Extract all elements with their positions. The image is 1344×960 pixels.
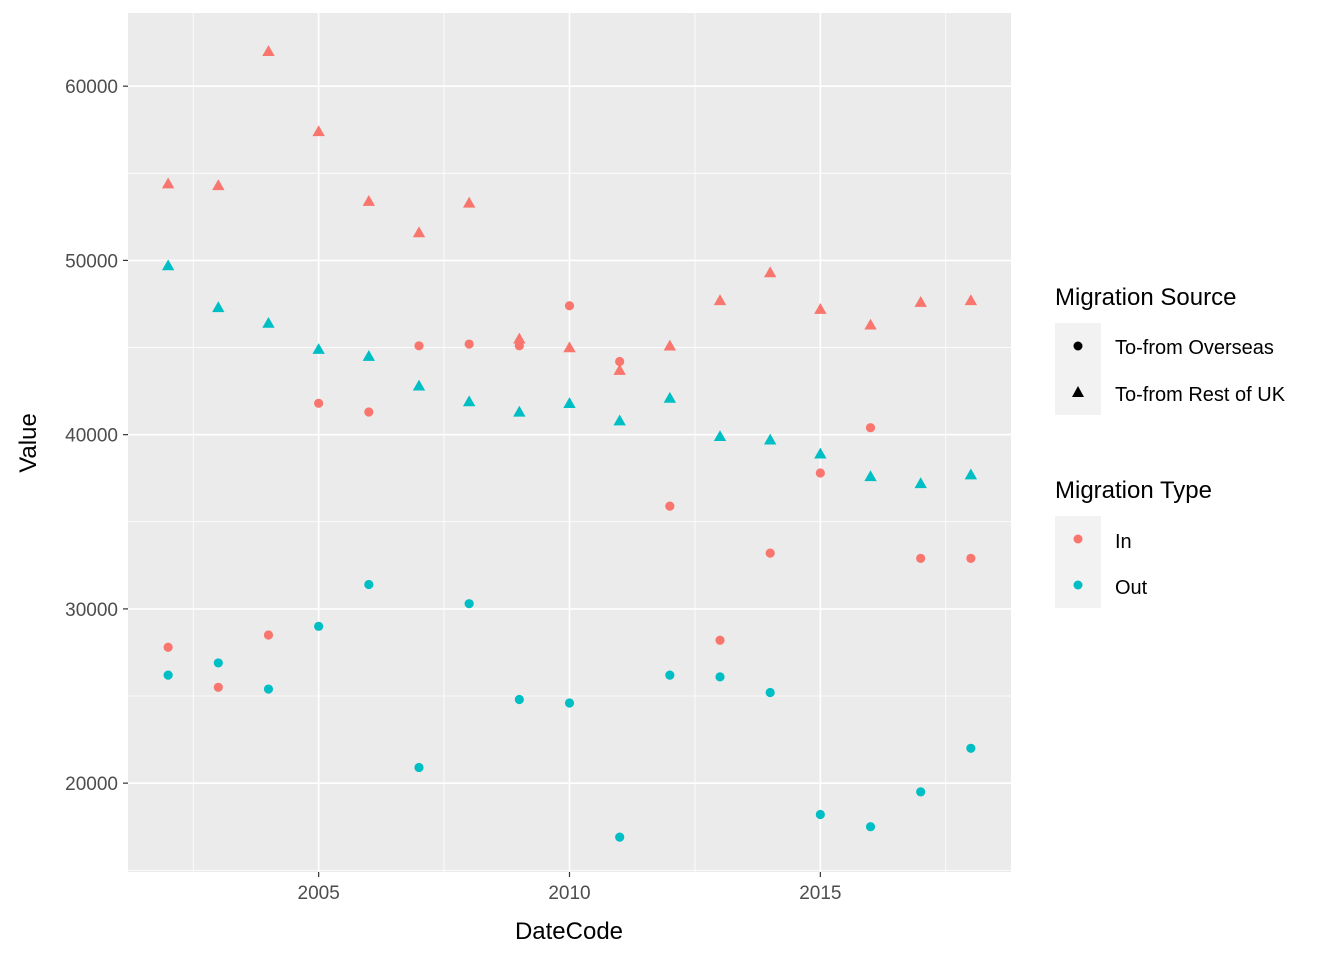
- data-points: [161, 45, 978, 842]
- legend-label-rest-of-uk: To-from Rest of UK: [1115, 384, 1286, 406]
- point-in-rest-of-uk: [212, 179, 225, 191]
- point-in-overseas: [815, 468, 825, 478]
- point-in-overseas: [615, 356, 625, 367]
- legend-key-in-icon: [1073, 534, 1083, 544]
- point-out-overseas: [665, 670, 675, 680]
- legend-migration-type: Migration Type In Out: [1055, 477, 1212, 608]
- point-in-overseas: [865, 423, 876, 433]
- y-axis-title: Value: [15, 413, 42, 473]
- x-tick-label: 2010: [548, 883, 590, 904]
- point-in-rest-of-uk: [964, 294, 978, 306]
- legend-label-out: Out: [1115, 577, 1148, 599]
- point-out-rest-of-uk: [412, 379, 426, 391]
- y-tick-label: 60000: [65, 77, 118, 98]
- y-axis: 20000 30000 40000 50000 60000: [65, 77, 128, 795]
- point-out-rest-of-uk: [613, 414, 626, 426]
- point-in-overseas: [464, 339, 474, 349]
- point-out-rest-of-uk: [262, 316, 275, 328]
- point-in-overseas: [564, 301, 575, 311]
- legend-key-triangle-icon: [1072, 386, 1084, 397]
- point-out-rest-of-uk: [161, 259, 175, 271]
- point-in-rest-of-uk: [613, 363, 626, 375]
- legend-label-overseas: To-from Overseas: [1115, 337, 1274, 359]
- point-in-rest-of-uk: [713, 294, 727, 306]
- y-tick-label: 50000: [65, 251, 118, 272]
- point-out-overseas: [865, 822, 876, 832]
- point-in-overseas: [966, 553, 976, 563]
- point-out-rest-of-uk: [964, 468, 978, 480]
- point-in-rest-of-uk: [914, 296, 927, 307]
- point-in-overseas: [715, 635, 725, 645]
- point-out-overseas: [263, 684, 274, 694]
- point-out-overseas: [615, 832, 625, 842]
- point-out-rest-of-uk: [312, 343, 325, 354]
- point-in-overseas: [916, 553, 926, 563]
- point-out-rest-of-uk: [513, 405, 526, 417]
- point-out-rest-of-uk: [814, 447, 827, 459]
- point-in-overseas: [163, 642, 173, 652]
- point-out-overseas: [364, 579, 374, 590]
- point-out-overseas: [715, 672, 725, 682]
- point-out-overseas: [916, 787, 926, 797]
- point-in-rest-of-uk: [763, 266, 777, 278]
- point-out-rest-of-uk: [563, 397, 576, 408]
- point-out-rest-of-uk: [212, 301, 225, 313]
- x-axis: 2005 2010 2015: [298, 872, 841, 904]
- point-in-rest-of-uk: [262, 45, 275, 56]
- point-out-rest-of-uk: [362, 350, 376, 361]
- legend-key-circle-icon: [1073, 341, 1083, 351]
- x-axis-title: DateCode: [515, 918, 623, 945]
- x-tick-label: 2005: [298, 883, 340, 904]
- point-out-rest-of-uk: [663, 391, 677, 403]
- major-gridlines: [128, 13, 1011, 872]
- point-in-rest-of-uk: [362, 194, 376, 206]
- point-out-overseas: [564, 698, 575, 708]
- y-tick-label: 20000: [65, 774, 118, 795]
- legend-title-migration-type: Migration Type: [1055, 477, 1212, 504]
- point-out-rest-of-uk: [914, 477, 927, 489]
- point-in-overseas: [665, 501, 675, 511]
- point-in-overseas: [314, 398, 324, 408]
- point-out-overseas: [414, 762, 424, 773]
- legend-key-out-icon: [1073, 580, 1083, 590]
- point-in-rest-of-uk: [663, 339, 677, 351]
- point-in-overseas: [765, 548, 775, 558]
- point-in-rest-of-uk: [412, 226, 426, 238]
- point-out-overseas: [213, 658, 223, 668]
- point-out-overseas: [514, 694, 524, 705]
- point-out-overseas: [314, 621, 324, 631]
- point-out-rest-of-uk: [462, 395, 476, 407]
- y-tick-label: 30000: [65, 600, 118, 621]
- point-out-overseas: [815, 809, 825, 820]
- point-in-rest-of-uk: [563, 341, 576, 353]
- point-in-rest-of-uk: [513, 332, 526, 344]
- point-in-overseas: [514, 341, 524, 351]
- point-out-overseas: [464, 599, 474, 609]
- point-out-rest-of-uk: [864, 470, 877, 482]
- y-tick-label: 40000: [65, 426, 118, 447]
- point-in-overseas: [414, 341, 424, 351]
- point-in-rest-of-uk: [462, 196, 476, 208]
- point-in-rest-of-uk: [161, 177, 175, 189]
- point-out-overseas: [966, 743, 976, 753]
- x-tick-label: 2015: [799, 883, 841, 904]
- point-out-rest-of-uk: [713, 430, 727, 442]
- legend-title-migration-source: Migration Source: [1055, 284, 1236, 311]
- legend-label-in: In: [1115, 531, 1132, 553]
- point-out-overseas: [765, 687, 775, 698]
- point-out-rest-of-uk: [763, 433, 777, 445]
- legend-migration-source: Migration Source To-from Overseas To-fro…: [1055, 284, 1286, 415]
- point-in-rest-of-uk: [864, 318, 877, 330]
- point-in-overseas: [263, 630, 274, 640]
- point-out-overseas: [163, 670, 173, 680]
- point-in-overseas: [213, 682, 223, 692]
- point-in-rest-of-uk: [312, 125, 325, 137]
- point-in-overseas: [364, 407, 374, 417]
- point-in-rest-of-uk: [814, 303, 827, 314]
